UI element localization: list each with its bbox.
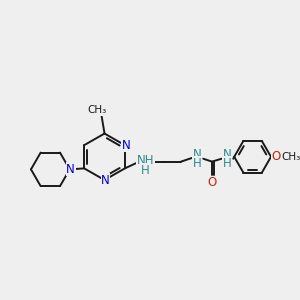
Text: CH₃: CH₃ <box>282 152 300 162</box>
Text: O: O <box>271 150 280 163</box>
Text: N: N <box>223 148 232 161</box>
Text: H: H <box>223 157 232 170</box>
Text: N: N <box>122 139 130 152</box>
Text: N: N <box>66 163 75 176</box>
Text: N: N <box>101 173 110 187</box>
Text: N: N <box>193 148 202 161</box>
Text: H: H <box>193 157 202 170</box>
Text: O: O <box>207 176 217 189</box>
Text: H: H <box>141 164 150 177</box>
Text: NH: NH <box>136 154 154 167</box>
Text: CH₃: CH₃ <box>87 105 106 115</box>
